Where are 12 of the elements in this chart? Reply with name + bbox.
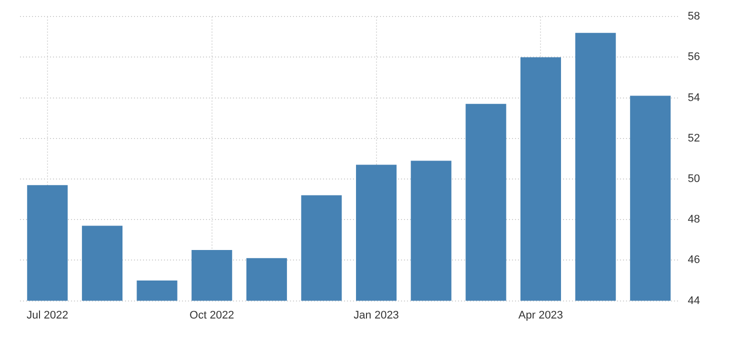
y-tick-label: 50: [688, 173, 700, 186]
x-tick-label: Oct 2022: [190, 309, 234, 322]
y-tick-label: 52: [688, 132, 700, 144]
x-tick-label: Apr 2023: [518, 309, 564, 322]
y-tick-label: 44: [688, 294, 700, 307]
y-tick-label: 48: [688, 214, 700, 226]
y-tick-label: 46: [688, 254, 700, 266]
y-tick-label: 56: [688, 51, 700, 64]
x-tick-label: Jan 2023: [354, 309, 399, 322]
x-tick-label: Jul 2022: [26, 309, 68, 322]
y-tick-label: 58: [688, 10, 700, 23]
y-tick-label: 54: [688, 92, 700, 104]
